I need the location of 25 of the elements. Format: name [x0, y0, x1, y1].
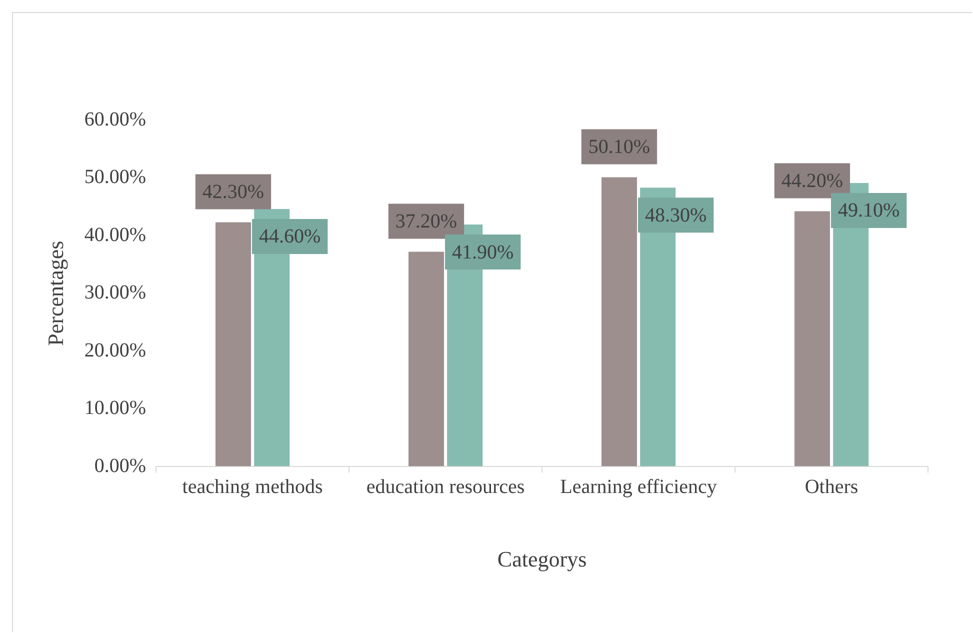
bar	[216, 222, 252, 466]
data-label: 49.10%	[838, 200, 900, 222]
data-label: 44.20%	[781, 170, 844, 192]
y-tick-label: 10.00%	[84, 397, 146, 420]
x-tick-label: Others	[804, 476, 858, 498]
bar	[601, 177, 637, 466]
data-label: 50.10%	[588, 136, 650, 158]
data-label: 42.30%	[202, 180, 264, 203]
x-tick-label: Learning efficiency	[560, 476, 717, 498]
data-label: 41.90%	[452, 241, 514, 264]
x-tick-label: education resources	[366, 476, 525, 498]
data-label: 48.30%	[644, 204, 707, 226]
x-tick-label: teaching methods	[182, 476, 324, 498]
y-tick-label: 60.00%	[84, 108, 146, 130]
y-tick-label: 50.00%	[84, 166, 146, 188]
x-axis-title: Categorys	[497, 546, 587, 572]
data-label: 37.20%	[395, 210, 458, 232]
y-tick-label: 20.00%	[84, 339, 146, 362]
y-tick-label: 30.00%	[84, 282, 146, 304]
y-axis-title: Percentages	[42, 240, 68, 346]
bar	[794, 211, 830, 466]
data-label: 44.60%	[259, 226, 321, 248]
bar	[408, 252, 444, 466]
y-tick-label: 40.00%	[84, 224, 146, 246]
y-tick-label: 0.00%	[94, 454, 146, 477]
